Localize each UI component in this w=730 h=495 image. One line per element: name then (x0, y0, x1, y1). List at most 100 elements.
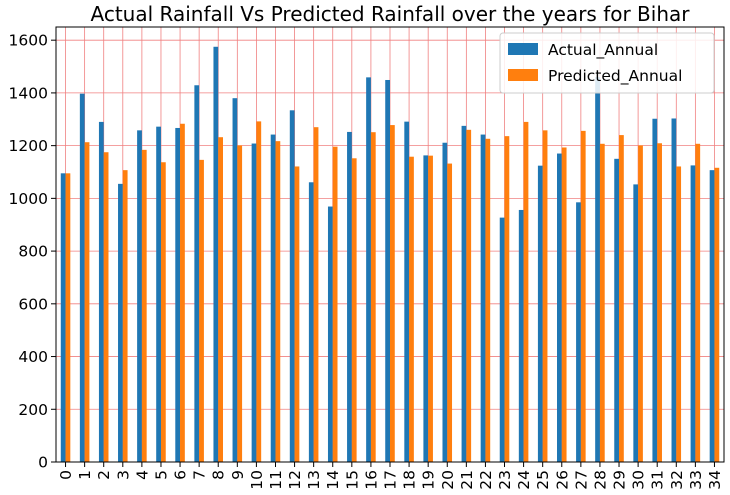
y-tick-label: 1600 (9, 32, 48, 50)
bar-actual-annual (461, 125, 467, 462)
x-tick-label: 19 (420, 470, 438, 490)
x-tick-label: 12 (286, 470, 304, 490)
bar-predicted-annual (409, 156, 414, 462)
bar-actual-annual (308, 182, 314, 463)
x-tick-label: 1 (76, 470, 94, 480)
x-tick-label: 15 (343, 470, 361, 490)
x-tick-label: 29 (611, 470, 629, 490)
bar-predicted-annual (160, 162, 166, 462)
bar-actual-annual (595, 77, 600, 462)
bar-predicted-annual (332, 146, 338, 462)
bar-predicted-annual (599, 143, 605, 463)
bar-actual-annual (270, 134, 276, 462)
legend-swatch (508, 43, 538, 55)
bar-actual-annual (423, 155, 429, 462)
chart-title: Actual Rainfall Vs Predicted Rainfall ov… (91, 2, 691, 26)
x-tick-label: 4 (133, 470, 151, 480)
legend-label: Predicted_Annual (548, 67, 682, 86)
bar-actual-annual (98, 121, 104, 462)
bar-predicted-annual (504, 136, 510, 463)
bar-predicted-annual (657, 143, 662, 462)
bar-actual-annual (576, 202, 581, 462)
bar-actual-annual (327, 206, 333, 462)
bars (60, 46, 720, 463)
bar-predicted-annual (122, 170, 128, 462)
x-tick-label: 8 (210, 470, 228, 480)
legend-label: Actual_Annual (548, 41, 658, 60)
bar-actual-annual (499, 217, 505, 462)
bar-actual-annual (557, 153, 562, 462)
x-tick-label: 28 (591, 470, 609, 490)
bar-predicted-annual (676, 166, 682, 463)
bar-predicted-annual (714, 167, 720, 463)
x-tick-label: 31 (649, 470, 667, 490)
bar-actual-annual (156, 126, 161, 463)
x-tick-label: 21 (458, 470, 476, 490)
x-tick-label: 23 (496, 470, 514, 490)
bar-predicted-annual (638, 145, 643, 462)
bar-actual-annual (118, 183, 123, 462)
bar-actual-annual (137, 130, 142, 462)
bar-predicted-annual (428, 155, 433, 462)
bar-predicted-annual (199, 159, 204, 462)
bar-predicted-annual (695, 143, 701, 463)
bar-actual-annual (194, 85, 200, 462)
bar-actual-annual (442, 142, 448, 462)
x-tick-label: 7 (191, 470, 209, 480)
bar-actual-annual (690, 165, 696, 462)
bar-actual-annual (366, 77, 371, 462)
bar-predicted-annual (351, 158, 357, 463)
legend-swatch (508, 69, 538, 81)
bar-actual-annual (671, 118, 677, 463)
bar-actual-annual (518, 209, 524, 462)
bar-actual-annual (537, 165, 543, 462)
x-tick-label: 24 (515, 470, 533, 490)
bar-predicted-annual (313, 127, 319, 462)
x-tick-label: 33 (687, 470, 705, 490)
y-tick-label: 1000 (9, 190, 48, 208)
y-tick-label: 0 (38, 454, 48, 472)
bar-actual-annual (79, 93, 85, 462)
x-tick-label: 9 (229, 470, 247, 480)
x-tick-label: 22 (477, 470, 495, 490)
x-tick-label: 6 (172, 470, 190, 480)
bar-actual-annual (289, 110, 295, 463)
y-tick-label: 400 (18, 348, 48, 366)
bar-predicted-annual (84, 142, 90, 462)
x-tick-label: 30 (630, 470, 648, 490)
x-tick-label: 34 (706, 470, 724, 490)
x-axis: 0 1 2 3 4 5 6 7 8 9 10 11 12 13 14 15 16 17 18 19 20 21 22 23 24… (57, 462, 724, 490)
bar-actual-annual (251, 143, 257, 462)
y-tick-label: 800 (18, 243, 48, 261)
x-tick-label: 3 (114, 470, 132, 480)
bar-predicted-annual (237, 145, 243, 462)
bar-predicted-annual (141, 149, 147, 462)
bar-actual-annual (480, 134, 486, 462)
x-tick-label: 25 (534, 470, 552, 490)
x-tick-label: 5 (152, 470, 170, 480)
bar-predicted-annual (103, 152, 109, 462)
bar-predicted-annual (542, 130, 548, 462)
bar-predicted-annual (65, 173, 71, 462)
bar-actual-annual (633, 184, 639, 462)
bar-predicted-annual (180, 123, 185, 462)
bar-predicted-annual (275, 141, 281, 462)
bar-predicted-annual (580, 130, 586, 462)
x-tick-label: 20 (439, 470, 457, 490)
bar-predicted-annual (256, 121, 262, 462)
bar-actual-annual (213, 46, 219, 462)
bar-predicted-annual (619, 135, 624, 462)
bar-actual-annual (60, 173, 66, 462)
bar-actual-annual (232, 98, 238, 462)
x-tick-label: 0 (57, 470, 75, 480)
x-tick-label: 17 (382, 470, 400, 490)
bar-predicted-annual (218, 137, 223, 462)
bar-predicted-annual (294, 166, 300, 463)
bar-predicted-annual (485, 138, 491, 463)
x-tick-label: 13 (305, 470, 323, 490)
y-tick-label: 1400 (9, 84, 48, 102)
bar-predicted-annual (561, 147, 567, 462)
y-tick-label: 600 (18, 295, 48, 313)
bar-predicted-annual (390, 125, 395, 462)
